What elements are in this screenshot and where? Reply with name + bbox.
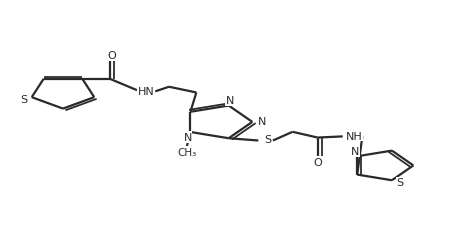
Text: N: N [351, 147, 359, 157]
Text: N: N [225, 96, 234, 106]
Text: N: N [258, 117, 267, 127]
Text: O: O [107, 51, 116, 61]
Text: NH: NH [346, 131, 363, 141]
Text: HN: HN [138, 87, 155, 97]
Text: O: O [313, 157, 322, 167]
Text: S: S [397, 177, 404, 187]
Text: S: S [20, 95, 27, 105]
Text: CH₃: CH₃ [177, 147, 196, 157]
Text: N: N [184, 132, 192, 142]
Text: S: S [264, 135, 271, 145]
